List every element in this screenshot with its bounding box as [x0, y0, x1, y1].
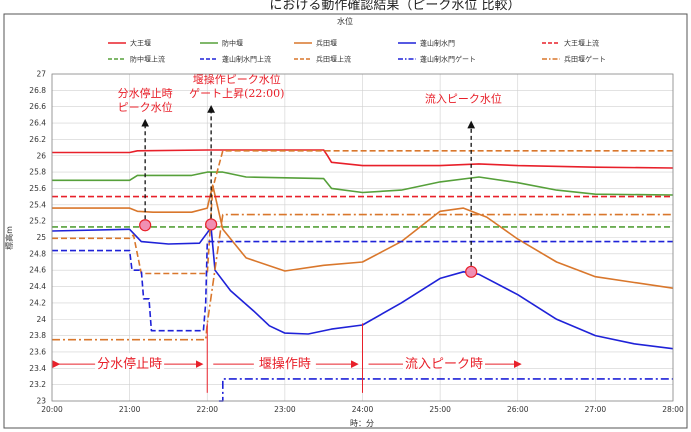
y-tick-label: 27 — [36, 70, 46, 79]
series-line — [52, 213, 673, 341]
x-tick-label: 27:00 — [585, 405, 607, 414]
y-tick-label: 25.4 — [29, 200, 46, 209]
legend-label: 兵田堰ゲート — [564, 55, 606, 64]
legend-label: 兵田堰 — [316, 39, 337, 48]
peak-marker — [205, 218, 218, 231]
y-tick-label: 26.4 — [29, 119, 46, 128]
series-line — [52, 171, 674, 196]
y-tick-label: 24.2 — [29, 298, 46, 307]
x-tick-labels: 20:00 21:00 22:00 23:00 24:00 25:00 26:00 27:00… — [41, 405, 684, 414]
y-tick-label: 23.8 — [29, 331, 46, 340]
phase-label: 分水停止時 — [97, 356, 162, 372]
phase-label-bg — [253, 353, 316, 370]
y-tick-label: 23.6 — [29, 347, 46, 356]
peak-annotation-text: 堰操作ピーク水位 — [193, 72, 281, 86]
y-tick-labels: 23 23.2 23.4 23.6 23.8 24 24.2 24.4 24.6 24.8 25 25… — [29, 70, 46, 406]
phase-label: 流入ピーク時 — [405, 357, 483, 372]
legend-label: 兵田堰上流 — [316, 55, 351, 64]
peak-markers — [139, 218, 478, 278]
x-tick-label: 25:00 — [429, 405, 451, 414]
x-axis-title: 時：分 — [350, 419, 374, 428]
series-line — [52, 240, 673, 332]
peak-marker — [465, 265, 478, 278]
y-tick-label: 26.8 — [29, 86, 46, 95]
series-line — [52, 149, 674, 169]
y-tick-label: 23 — [36, 397, 46, 406]
plot-border — [51, 73, 674, 402]
legend-label: 防中堰上流 — [130, 55, 165, 64]
phase-label-bg — [403, 353, 486, 370]
y-tick-label: 26.6 — [29, 102, 46, 111]
x-tick-label: 26:00 — [507, 405, 529, 414]
x-tick-label: 20:00 — [41, 405, 63, 414]
y-tick-label: 25.2 — [29, 217, 46, 226]
series-line — [218, 378, 673, 402]
legend-label: 大王堰 — [130, 39, 151, 48]
y-tick-label: 24 — [36, 315, 46, 324]
phase-label: 堰操作時 — [259, 356, 311, 372]
y-tick-label: 25.8 — [29, 168, 46, 177]
phase-label-bg — [95, 353, 165, 370]
y-tick-label: 26 — [36, 151, 46, 160]
legend-label: 大王堰上流 — [564, 39, 599, 48]
legend-label: 蓬山制水門上流 — [222, 55, 271, 64]
peak-annotation-text: 流入ピーク水位 — [425, 92, 502, 106]
series-line — [52, 150, 673, 275]
y-tick-label: 24.6 — [29, 266, 46, 275]
peak-annotation-text: ピーク水位 — [118, 100, 173, 114]
series-line — [51, 226, 674, 350]
x-tick-label: 23:00 — [274, 405, 296, 414]
peak-annotation-text: ゲート上昇(22:00) — [189, 87, 284, 100]
y-tick-label: 23.4 — [29, 364, 46, 373]
chart-frame — [3, 13, 688, 429]
legend-label: 蓬山制水門ゲート — [420, 55, 476, 64]
x-tick-label: 24:00 — [352, 405, 374, 414]
series-lines — [51, 149, 674, 402]
x-tick-label: 28:00 — [662, 405, 684, 414]
legend-label: 蓬山制水門 — [420, 39, 455, 48]
y-tick-label: 25 — [36, 233, 46, 242]
legend-label: 防中堰 — [222, 39, 243, 48]
series-line — [52, 184, 674, 289]
y-tick-label: 24.4 — [29, 282, 46, 291]
phase-annotations: 分水停止時 堰操作時 流入ピーク時 — [52, 323, 522, 393]
x-tick-label: 22:00 — [196, 405, 218, 414]
y-axis-title: 標高m — [4, 226, 14, 250]
y-tick-label: 26.2 — [29, 135, 46, 144]
x-tick-label: 21:00 — [119, 405, 141, 414]
y-tick-label: 23.2 — [29, 380, 46, 389]
peak-annotation-text: 分水停止時 — [118, 86, 173, 100]
y-tick-label: 25.6 — [29, 184, 46, 193]
chart-title: 水位 — [337, 16, 353, 26]
header-text: における動作確認結果（ピーク水位 比較） — [269, 0, 520, 13]
y-tick-label: 24.8 — [29, 249, 46, 258]
peak-marker — [139, 219, 152, 232]
